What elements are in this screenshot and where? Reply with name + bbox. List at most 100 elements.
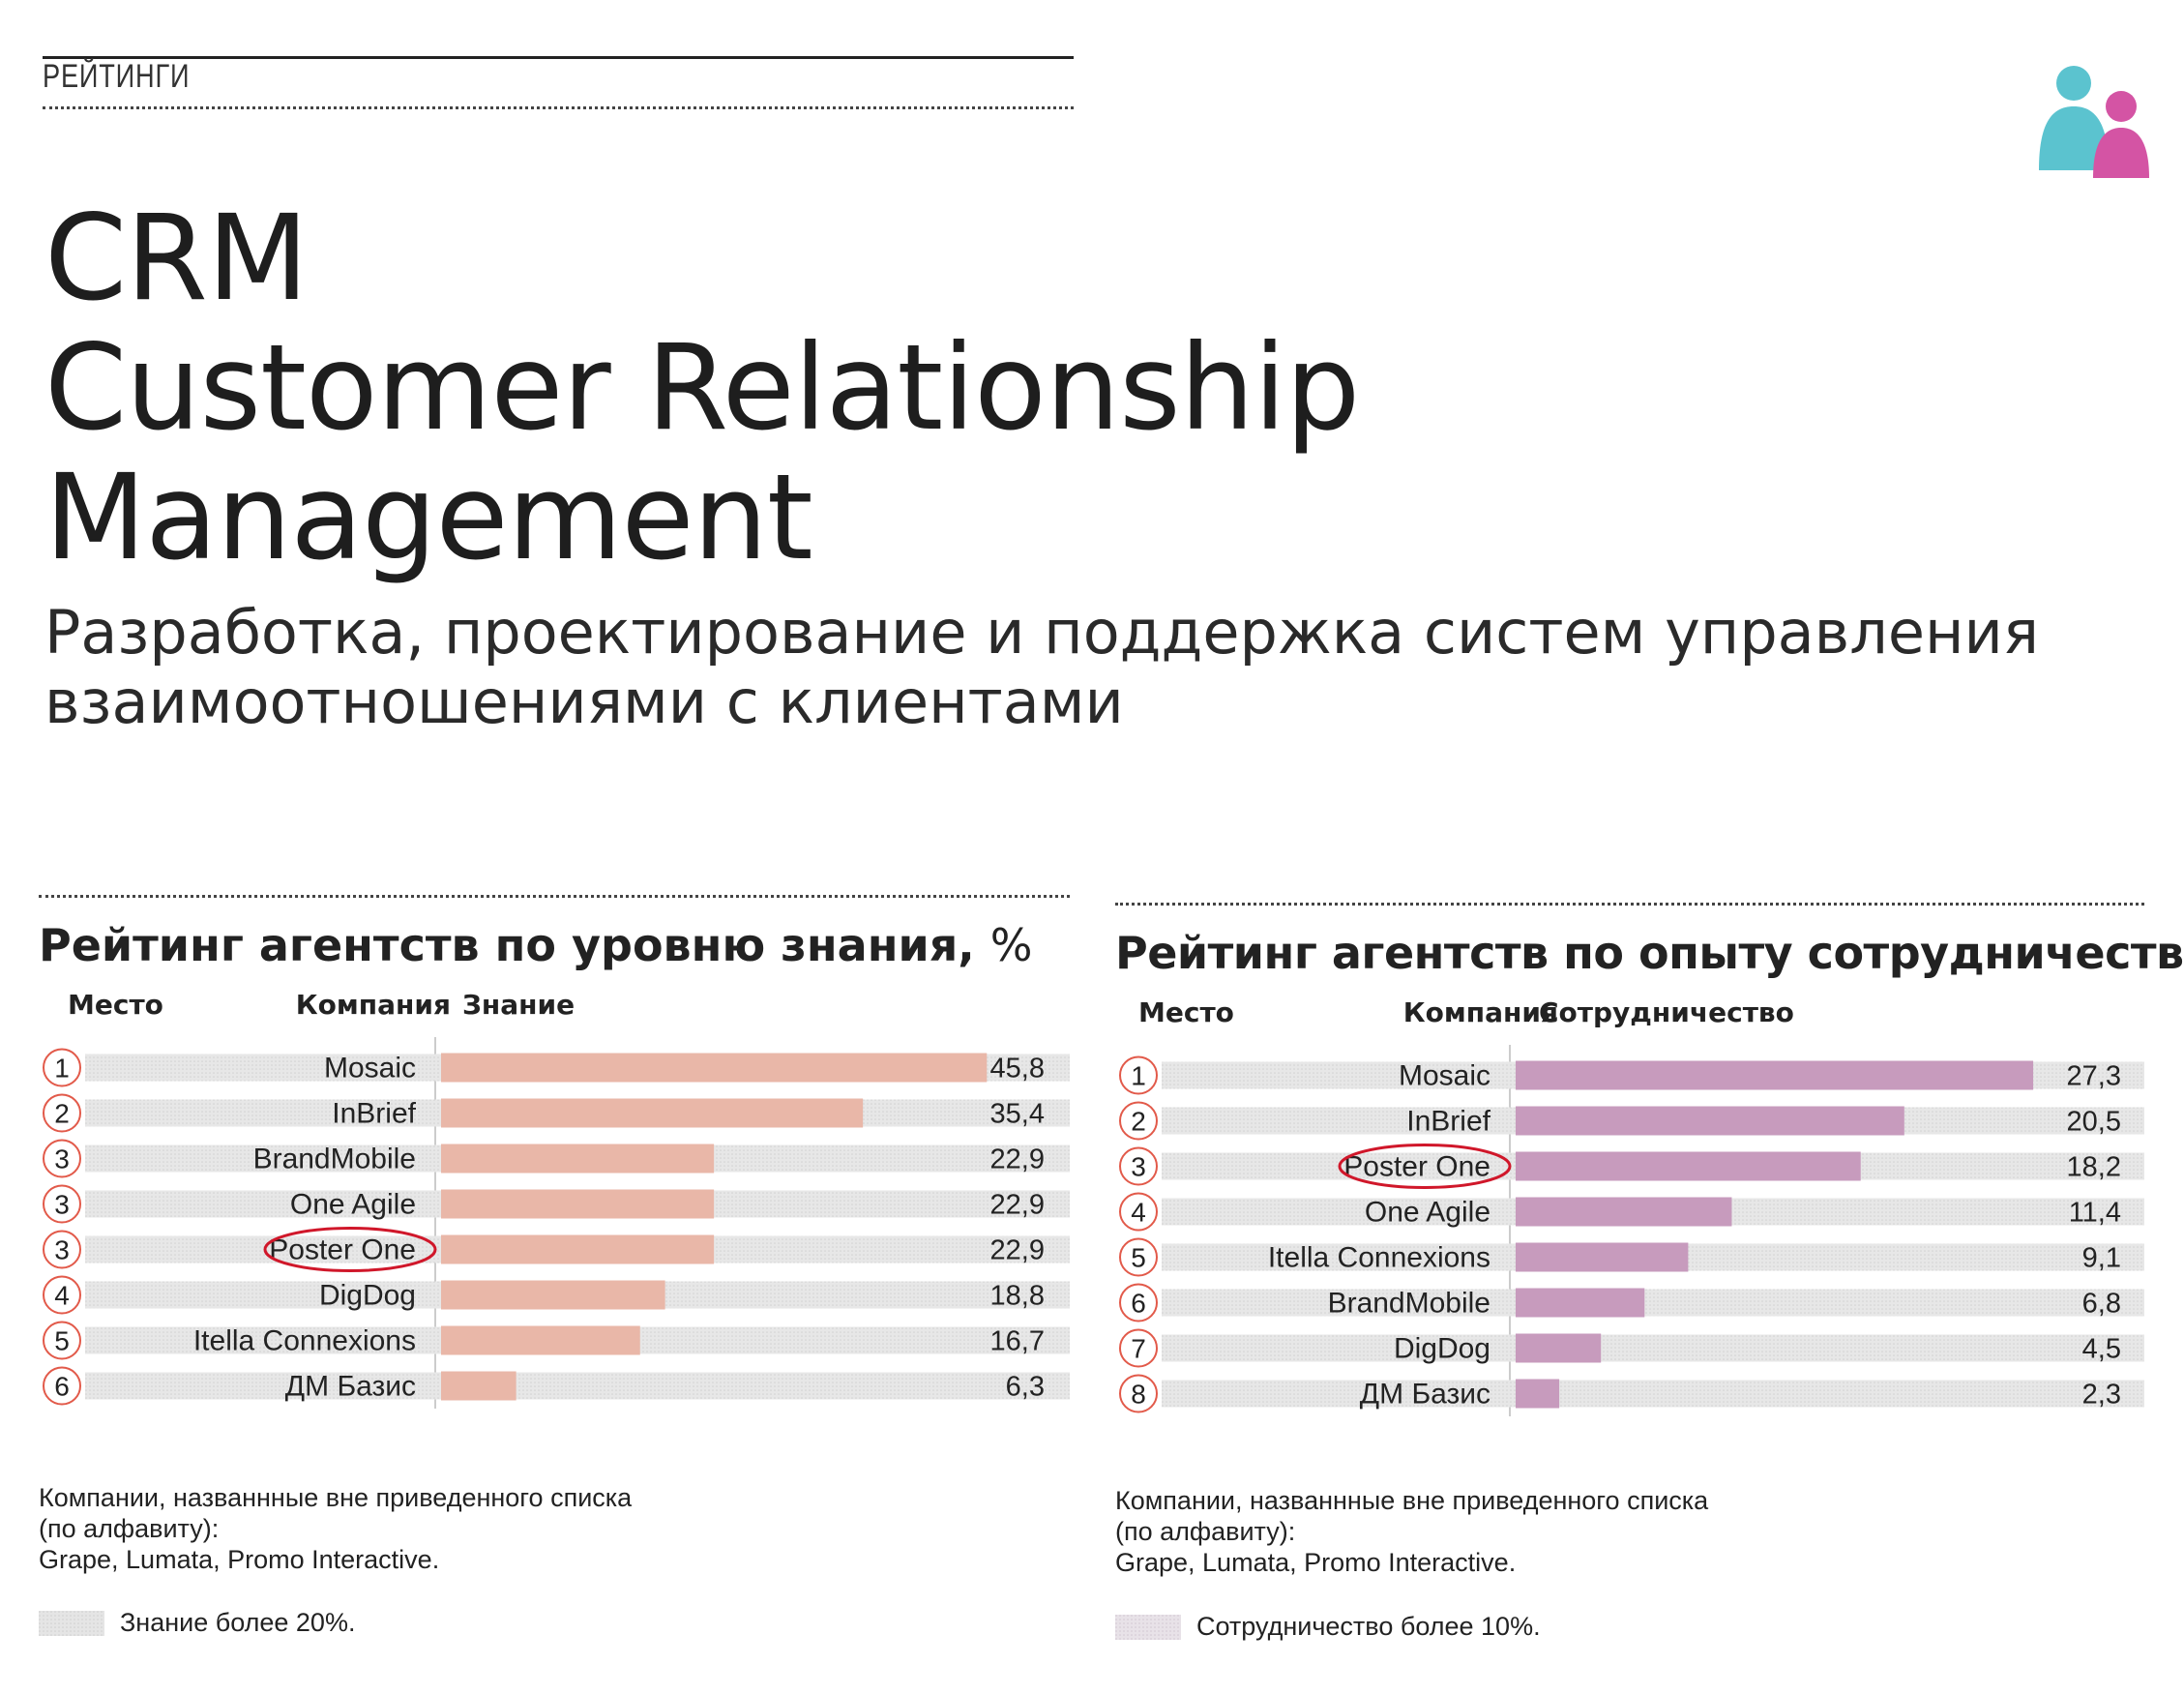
legend-swatch-icon bbox=[1115, 1614, 1181, 1640]
data-bar bbox=[441, 1189, 715, 1219]
data-label: 18,8 bbox=[990, 1281, 1045, 1312]
company-name: InBrief bbox=[1406, 1106, 1490, 1138]
chart-row: 7 DigDog 4,5 bbox=[1119, 1328, 2144, 1368]
logo-teal-body bbox=[2039, 106, 2109, 170]
company-name: Poster One bbox=[1343, 1151, 1490, 1183]
cooperation-note-line-1: Компании, названнные вне приведенного сп… bbox=[1115, 1486, 1709, 1515]
place-number: 2 bbox=[1131, 1107, 1146, 1137]
knowledge-title-main: Рейтинг агентств по уровню знания, bbox=[39, 919, 975, 971]
company-name: Itella Connexions bbox=[193, 1325, 416, 1357]
data-label: 22,9 bbox=[990, 1235, 1045, 1266]
knowledge-note-line-1: Компании, названнные вне приведенного сп… bbox=[39, 1483, 633, 1512]
knowledge-note-line-3: Grape, Lumata, Promo Interactive. bbox=[39, 1545, 440, 1574]
logo-pink-head bbox=[2106, 91, 2137, 122]
cooperation-legend-label: Сотрудничество более 10%. bbox=[1196, 1612, 1541, 1641]
cooperation-note-line-2: (по алфавиту): bbox=[1115, 1517, 1296, 1546]
place-number: 4 bbox=[1131, 1198, 1146, 1228]
place-circle bbox=[43, 1139, 81, 1178]
chart-row: 2 InBrief 35,4 bbox=[43, 1093, 1070, 1133]
place-circle bbox=[43, 1093, 81, 1133]
header-company: Компания bbox=[295, 989, 451, 1021]
place-number: 1 bbox=[1131, 1061, 1146, 1091]
company-name: Mosaic bbox=[1399, 1060, 1490, 1092]
cooperation-legend: Сотрудничество более 10%. bbox=[1115, 1612, 1541, 1642]
chart-row: 1 Mosaic 45,8 bbox=[43, 1048, 1070, 1087]
chart-row: 6 BrandMobile 6,8 bbox=[1119, 1283, 2144, 1323]
data-label: 22,9 bbox=[990, 1190, 1045, 1221]
chart-row: 3 One Agile 22,9 bbox=[43, 1184, 1070, 1224]
company-name: One Agile bbox=[290, 1189, 416, 1221]
data-label: 45,8 bbox=[990, 1054, 1045, 1085]
company-name: BrandMobile bbox=[1328, 1288, 1490, 1320]
place-circle bbox=[43, 1366, 81, 1406]
knowledge-legend-label: Знание более 20%. bbox=[120, 1608, 356, 1637]
place-number: 6 bbox=[54, 1372, 70, 1402]
company-name: Itella Connexions bbox=[1268, 1242, 1490, 1274]
header-place: Место bbox=[68, 989, 163, 1021]
data-bar bbox=[441, 1053, 988, 1083]
highlight-ellipse bbox=[263, 1227, 437, 1272]
chart-row: 6 ДМ Базис 6,3 bbox=[43, 1366, 1070, 1406]
cooperation-table-headers: Место Компания Сотрудничество bbox=[1115, 996, 2144, 1045]
place-circle bbox=[43, 1230, 81, 1269]
place-number: 5 bbox=[1131, 1243, 1146, 1273]
place-circle bbox=[1119, 1055, 1158, 1095]
title-line-2: Customer Relationship bbox=[44, 319, 1360, 457]
data-bar bbox=[1516, 1288, 1645, 1318]
chart-row: 5 Itella Connexions 16,7 bbox=[43, 1321, 1070, 1360]
place-circle bbox=[1119, 1283, 1158, 1323]
place-number: 4 bbox=[54, 1281, 70, 1311]
logo-pink-body bbox=[2093, 128, 2149, 178]
logo-teal-head bbox=[2056, 66, 2091, 101]
chart-row: 4 DigDog 18,8 bbox=[43, 1275, 1070, 1315]
cooperation-chart-title: Рейтинг агентств по опыту сотрудничества… bbox=[1115, 927, 2184, 979]
page-subtitle: Разработка, проектирование и поддержка с… bbox=[44, 597, 2040, 737]
people-logo-icon bbox=[2039, 66, 2149, 178]
place-circle bbox=[43, 1184, 81, 1224]
chart-row: 4 One Agile 11,4 bbox=[1119, 1192, 2144, 1232]
place-number: 5 bbox=[54, 1326, 70, 1356]
data-bar bbox=[1516, 1197, 1732, 1227]
chart-row: 2 InBrief 20,5 bbox=[1119, 1101, 2144, 1141]
data-bar bbox=[1516, 1151, 1861, 1181]
data-label: 6,3 bbox=[1006, 1372, 1045, 1403]
place-number: 7 bbox=[1131, 1334, 1146, 1364]
knowledge-chart-svg: 1 Mosaic 45,8 2 InBrief 35,4 3 BrandMobile 22,9 3… bbox=[43, 1037, 1070, 1409]
cooperation-title-main: Рейтинг агентств по опыту сотрудничества… bbox=[1115, 927, 2184, 979]
data-bar bbox=[441, 1325, 640, 1355]
company-name: Poster One bbox=[269, 1234, 416, 1266]
company-name: Mosaic bbox=[324, 1053, 416, 1085]
header-value: Знание bbox=[462, 989, 576, 1021]
data-label: 4,5 bbox=[2082, 1334, 2121, 1365]
header-value: Сотрудничество bbox=[1539, 996, 1794, 1028]
cooperation-chart: 1 Mosaic 27,3 2 InBrief 20,5 3 Poster One 18,2 4 O… bbox=[1115, 1045, 2144, 1432]
highlight-ellipse bbox=[1338, 1144, 1512, 1189]
chart-row: 3 BrandMobile 22,9 bbox=[43, 1139, 1070, 1178]
title-line-1: CRM bbox=[44, 190, 309, 327]
row-stripe bbox=[85, 1372, 1070, 1400]
place-number: 6 bbox=[1131, 1289, 1146, 1319]
place-circle bbox=[43, 1321, 81, 1360]
chart-row: 3 Poster One 18,2 bbox=[1119, 1144, 2144, 1189]
knowledge-table-headers: Место Компания Знание bbox=[39, 989, 1070, 1037]
company-name: One Agile bbox=[1365, 1197, 1490, 1229]
place-number: 1 bbox=[54, 1054, 70, 1084]
place-circle bbox=[1119, 1101, 1158, 1141]
data-label: 35,4 bbox=[990, 1099, 1045, 1130]
knowledge-chart: 1 Mosaic 45,8 2 InBrief 35,4 3 BrandMobile 22,9 3… bbox=[39, 1037, 1070, 1424]
data-label: 27,3 bbox=[2067, 1061, 2121, 1092]
chart-row: 3 Poster One 22,9 bbox=[43, 1227, 1070, 1272]
data-label: 2,3 bbox=[2082, 1380, 2121, 1411]
data-bar bbox=[1516, 1060, 2034, 1090]
knowledge-chart-title: Рейтинг агентств по уровню знания, % bbox=[39, 919, 1070, 971]
header-company: Компания bbox=[1402, 996, 1558, 1028]
data-label: 6,8 bbox=[2082, 1289, 2121, 1320]
data-label: 11,4 bbox=[2069, 1198, 2121, 1229]
data-bar bbox=[1516, 1106, 1904, 1136]
knowledge-notes: Компании, названнные вне приведенного сп… bbox=[39, 1482, 632, 1575]
cooperation-notes: Компании, названнные вне приведенного сп… bbox=[1115, 1485, 1708, 1578]
title-line-3: Management bbox=[44, 449, 813, 586]
place-number: 3 bbox=[54, 1190, 70, 1220]
data-bar bbox=[441, 1234, 715, 1264]
panel-dotted-rule bbox=[1115, 903, 2144, 906]
